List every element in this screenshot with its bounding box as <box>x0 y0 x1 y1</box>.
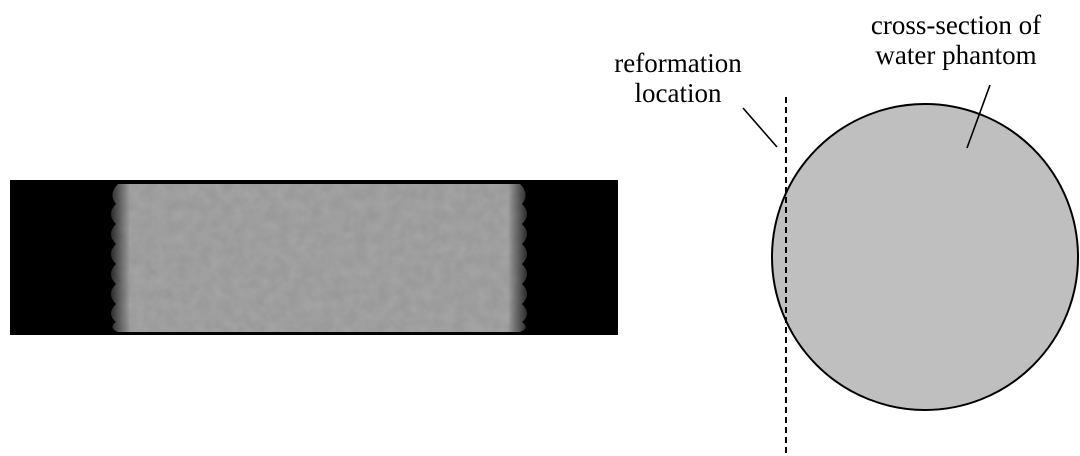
left-edge-fade <box>104 183 130 333</box>
phantom-label-line2: water phantom <box>875 40 1037 70</box>
reformation-label-line2: location <box>634 78 722 108</box>
reformatted-image <box>10 180 618 335</box>
water-phantom-cross-section <box>771 103 1079 411</box>
right-edge-fade <box>508 183 534 333</box>
water-phantom-label: cross-section of water phantom <box>836 10 1076 70</box>
phantom-label-line1: cross-section of <box>870 10 1042 40</box>
phantom-profile <box>111 184 527 332</box>
reformation-leader-line <box>742 107 778 148</box>
reformation-label-line1: reformation <box>614 48 742 78</box>
reformation-location-label: reformation location <box>592 48 764 108</box>
phantom-leader-line <box>966 84 991 149</box>
reformatted-image-border <box>10 180 618 335</box>
